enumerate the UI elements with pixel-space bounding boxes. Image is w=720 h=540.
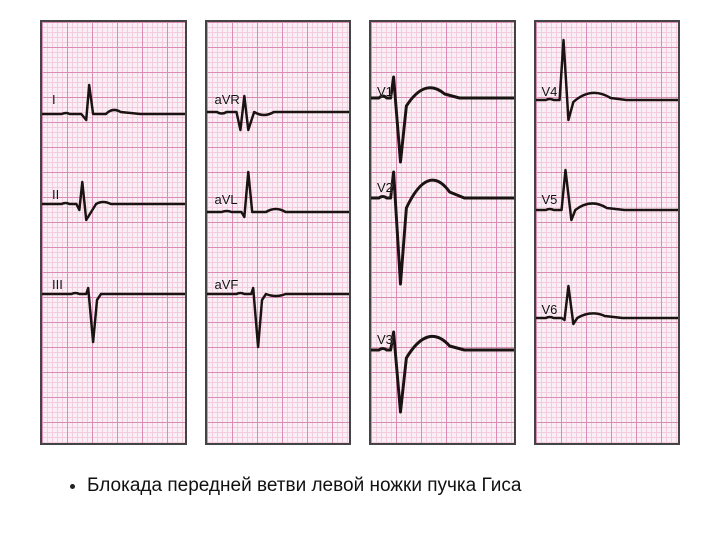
ecg-panel-1: aVR aVL aVF [205,20,352,445]
ecg-panels: IIIIIIaVRaVLaVFV1V2V3V4V5V6 [40,20,680,445]
lead-label-aVF: aVF [215,277,239,292]
lead-label-aVR: aVR [215,92,240,107]
lead-label-V6: V6 [542,302,558,317]
lead-label-V2: V2 [377,180,393,195]
bullet-icon [70,484,75,489]
lead-label-I: I [52,92,56,107]
ecg-trace-aVF [207,288,350,347]
trace-svg [42,22,185,443]
ecg-trace-III [42,288,185,342]
ecg-trace-V4 [536,40,679,120]
ecg-panel-0: IIIIII [40,20,187,445]
lead-label-V5: V5 [542,192,558,207]
lead-label-V1: V1 [377,84,393,99]
ecg-panel-3: V4 V5 V6 [534,20,681,445]
lead-label-II: II [52,187,59,202]
caption-text: Блокада передней ветви левой ножки пучка… [87,475,521,497]
caption-row: Блокада передней ветви левой ножки пучка… [70,475,690,497]
lead-label-aVL: aVL [215,192,238,207]
ecg-panel-2: V1 V2 V3 [369,20,516,445]
lead-label-III: III [52,277,63,292]
lead-label-V3: V3 [377,332,393,347]
ecg-trace-I [42,85,185,120]
trace-svg [207,22,350,443]
lead-label-V4: V4 [542,84,558,99]
ecg-trace-II [42,182,185,220]
